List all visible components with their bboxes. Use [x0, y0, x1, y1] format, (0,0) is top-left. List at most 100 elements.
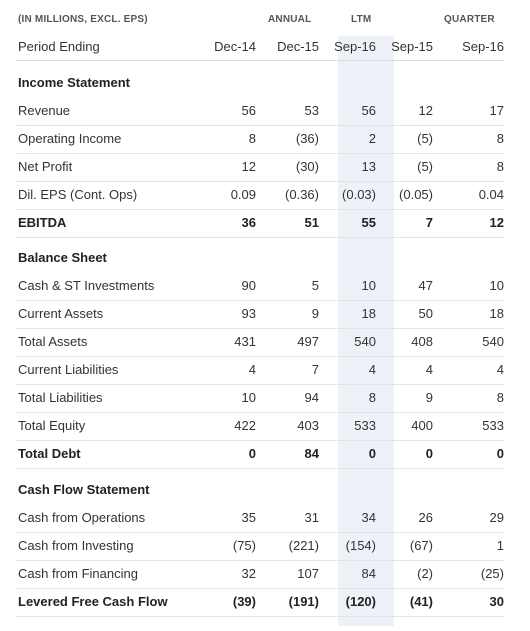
cell-value: (5)	[417, 159, 433, 174]
period-header: Dec-15	[277, 39, 319, 54]
row-label: Cash from Operations	[18, 510, 146, 525]
section-heading: Balance Sheet	[16, 244, 504, 272]
cell-value: 94	[304, 390, 319, 405]
table-row: Dil. EPS (Cont. Ops) 0.09 (0.36) (0.03) (0.0…	[16, 181, 504, 210]
cell-value: 533	[354, 418, 376, 433]
table-row: Current Liabilities 4 7 4 4 4	[16, 356, 504, 385]
table-row: Cash from Investing (75) (221) (154) (67) 1	[16, 532, 504, 561]
cell-value: 403	[297, 418, 319, 433]
row-label: EBITDA	[18, 215, 67, 230]
cell-value: (25)	[480, 566, 504, 581]
cell-value: 84	[304, 446, 319, 461]
cell-value: 4	[425, 362, 433, 377]
table-row: Cash & ST Investments 90 5 10 47 10	[16, 272, 504, 301]
period-header: Sep-16	[462, 39, 504, 54]
table-row: Net Profit 12 (30) 13 (5) 8	[16, 153, 504, 182]
cell-value: 8	[496, 131, 504, 146]
ltm-column-highlight	[338, 36, 394, 626]
cell-value: 540	[482, 334, 504, 349]
period-header: Sep-16	[334, 39, 376, 54]
cell-value: 8	[368, 390, 376, 405]
cell-value: 18	[489, 306, 504, 321]
cell-value: 9	[425, 390, 433, 405]
section-heading: Income Statement	[16, 69, 504, 97]
row-label: Cash & ST Investments	[18, 278, 155, 293]
cell-value: 7	[311, 362, 319, 377]
cell-value: 29	[489, 510, 504, 525]
cell-value: 26	[418, 510, 433, 525]
row-label: Levered Free Cash Flow	[18, 594, 168, 609]
ltm-group-label: LTM	[351, 14, 372, 25]
row-label: Current Liabilities	[18, 362, 119, 377]
cell-value: (154)	[345, 538, 376, 553]
section-heading: Cash Flow Statement	[16, 476, 504, 504]
cell-value: (221)	[288, 538, 319, 553]
financial-summary-table: (IN MILLIONS, EXCL. EPS) ANNUAL LTM QUAR…	[16, 0, 504, 631]
cell-value: 400	[411, 418, 433, 433]
cell-value: 12	[418, 103, 433, 118]
units-note: (IN MILLIONS, EXCL. EPS)	[18, 14, 148, 25]
cell-value: (0.03)	[342, 187, 376, 202]
cell-value: 7	[425, 215, 433, 230]
row-label: Net Profit	[18, 159, 73, 174]
cell-value: 13	[361, 159, 376, 174]
period-header: Sep-15	[391, 39, 433, 54]
row-label: Total Equity	[18, 418, 86, 433]
cell-value: (41)	[409, 594, 433, 609]
table-row: Operating Income 8 (36) 2 (5) 8	[16, 125, 504, 154]
row-label: Cash from Financing	[18, 566, 138, 581]
cell-value: 422	[234, 418, 256, 433]
table-row: EBITDA 36 51 55 7 12	[16, 209, 504, 238]
cell-value: 431	[234, 334, 256, 349]
cell-value: (120)	[345, 594, 376, 609]
cell-value: 56	[361, 103, 376, 118]
row-label: Dil. EPS (Cont. Ops)	[18, 187, 138, 202]
cell-value: (67)	[409, 538, 433, 553]
table-row: Current Assets 93 9 18 50 18	[16, 300, 504, 329]
cell-value: 8	[248, 131, 256, 146]
cell-value: 34	[361, 510, 376, 525]
cell-value: 36	[241, 215, 256, 230]
cell-value: (0.05)	[399, 187, 433, 202]
cell-value: 51	[304, 215, 319, 230]
cell-value: 107	[297, 566, 319, 581]
cell-value: 0.09	[230, 187, 256, 202]
cell-value: 4	[368, 362, 376, 377]
cell-value: 10	[361, 278, 376, 293]
cell-value: (36)	[295, 131, 319, 146]
row-label: Total Debt	[18, 446, 81, 461]
table-row: Levered Free Cash Flow (39) (191) (120) (41)…	[16, 588, 504, 617]
row-label: Total Liabilities	[18, 390, 103, 405]
cell-value: 0	[248, 446, 256, 461]
cell-value: 8	[496, 390, 504, 405]
cell-value: 31	[304, 510, 319, 525]
cell-value: 50	[418, 306, 433, 321]
table-row: Total Debt 0 84 0 0 0	[16, 440, 504, 469]
cell-value: 408	[411, 334, 433, 349]
section-title: Income Statement	[18, 75, 130, 90]
period-header: Dec-14	[214, 39, 256, 54]
cell-value: (30)	[295, 159, 319, 174]
cell-value: 17	[489, 103, 504, 118]
period-header-row: Period Ending Dec-14 Dec-15 Sep-16 Sep-1…	[16, 34, 504, 61]
section-title: Cash Flow Statement	[18, 482, 150, 497]
cell-value: 12	[241, 159, 256, 174]
cell-value: 0.04	[478, 187, 504, 202]
table-row: Total Liabilities 10 94 8 9 8	[16, 384, 504, 413]
annual-group-label: ANNUAL	[268, 14, 312, 25]
section-title: Balance Sheet	[18, 250, 107, 265]
table-row: Cash from Financing 32 107 84 (2) (25)	[16, 560, 504, 589]
cell-value: 9	[311, 306, 319, 321]
cell-value: 1	[496, 538, 504, 553]
table-row: Total Assets 431 497 540 408 540	[16, 328, 504, 357]
cell-value: (5)	[417, 131, 433, 146]
cell-value: 12	[489, 215, 504, 230]
column-group-header: (IN MILLIONS, EXCL. EPS) ANNUAL LTM QUAR…	[16, 14, 504, 34]
cell-value: 53	[304, 103, 319, 118]
cell-value: 55	[361, 215, 376, 230]
row-label: Operating Income	[18, 131, 122, 146]
cell-value: 0	[496, 446, 504, 461]
cell-value: 32	[241, 566, 256, 581]
row-label: Cash from Investing	[18, 538, 134, 553]
cell-value: 93	[241, 306, 256, 321]
